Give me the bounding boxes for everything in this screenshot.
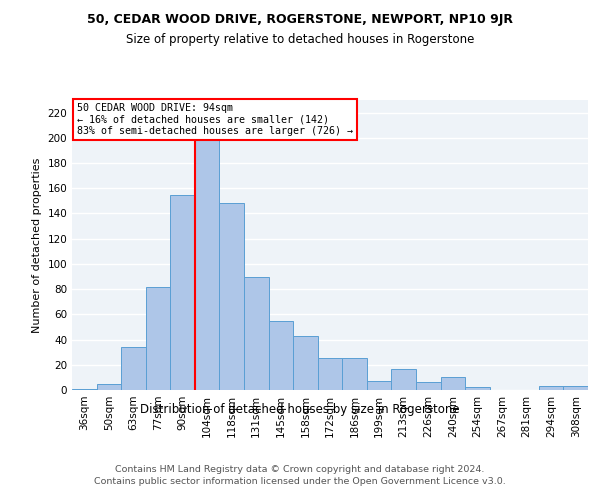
Bar <box>465 388 490 390</box>
Bar <box>220 204 244 390</box>
Bar <box>440 378 465 390</box>
Bar <box>195 138 220 390</box>
Bar <box>539 386 563 390</box>
Bar <box>72 388 97 390</box>
Bar <box>391 368 416 390</box>
Bar <box>244 276 269 390</box>
Text: 50 CEDAR WOOD DRIVE: 94sqm
← 16% of detached houses are smaller (142)
83% of sem: 50 CEDAR WOOD DRIVE: 94sqm ← 16% of deta… <box>77 103 353 136</box>
Bar <box>121 347 146 390</box>
Y-axis label: Number of detached properties: Number of detached properties <box>32 158 42 332</box>
Bar <box>563 386 588 390</box>
Text: 50, CEDAR WOOD DRIVE, ROGERSTONE, NEWPORT, NP10 9JR: 50, CEDAR WOOD DRIVE, ROGERSTONE, NEWPOR… <box>87 12 513 26</box>
Bar <box>367 381 391 390</box>
Bar <box>269 320 293 390</box>
Bar <box>97 384 121 390</box>
Text: Size of property relative to detached houses in Rogerstone: Size of property relative to detached ho… <box>126 32 474 46</box>
Bar <box>416 382 440 390</box>
Text: Contains HM Land Registry data © Crown copyright and database right 2024.: Contains HM Land Registry data © Crown c… <box>115 465 485 474</box>
Text: Distribution of detached houses by size in Rogerstone: Distribution of detached houses by size … <box>140 402 460 415</box>
Bar <box>146 286 170 390</box>
Bar <box>170 194 195 390</box>
Bar <box>293 336 318 390</box>
Bar <box>318 358 342 390</box>
Text: Contains public sector information licensed under the Open Government Licence v3: Contains public sector information licen… <box>94 478 506 486</box>
Bar <box>342 358 367 390</box>
